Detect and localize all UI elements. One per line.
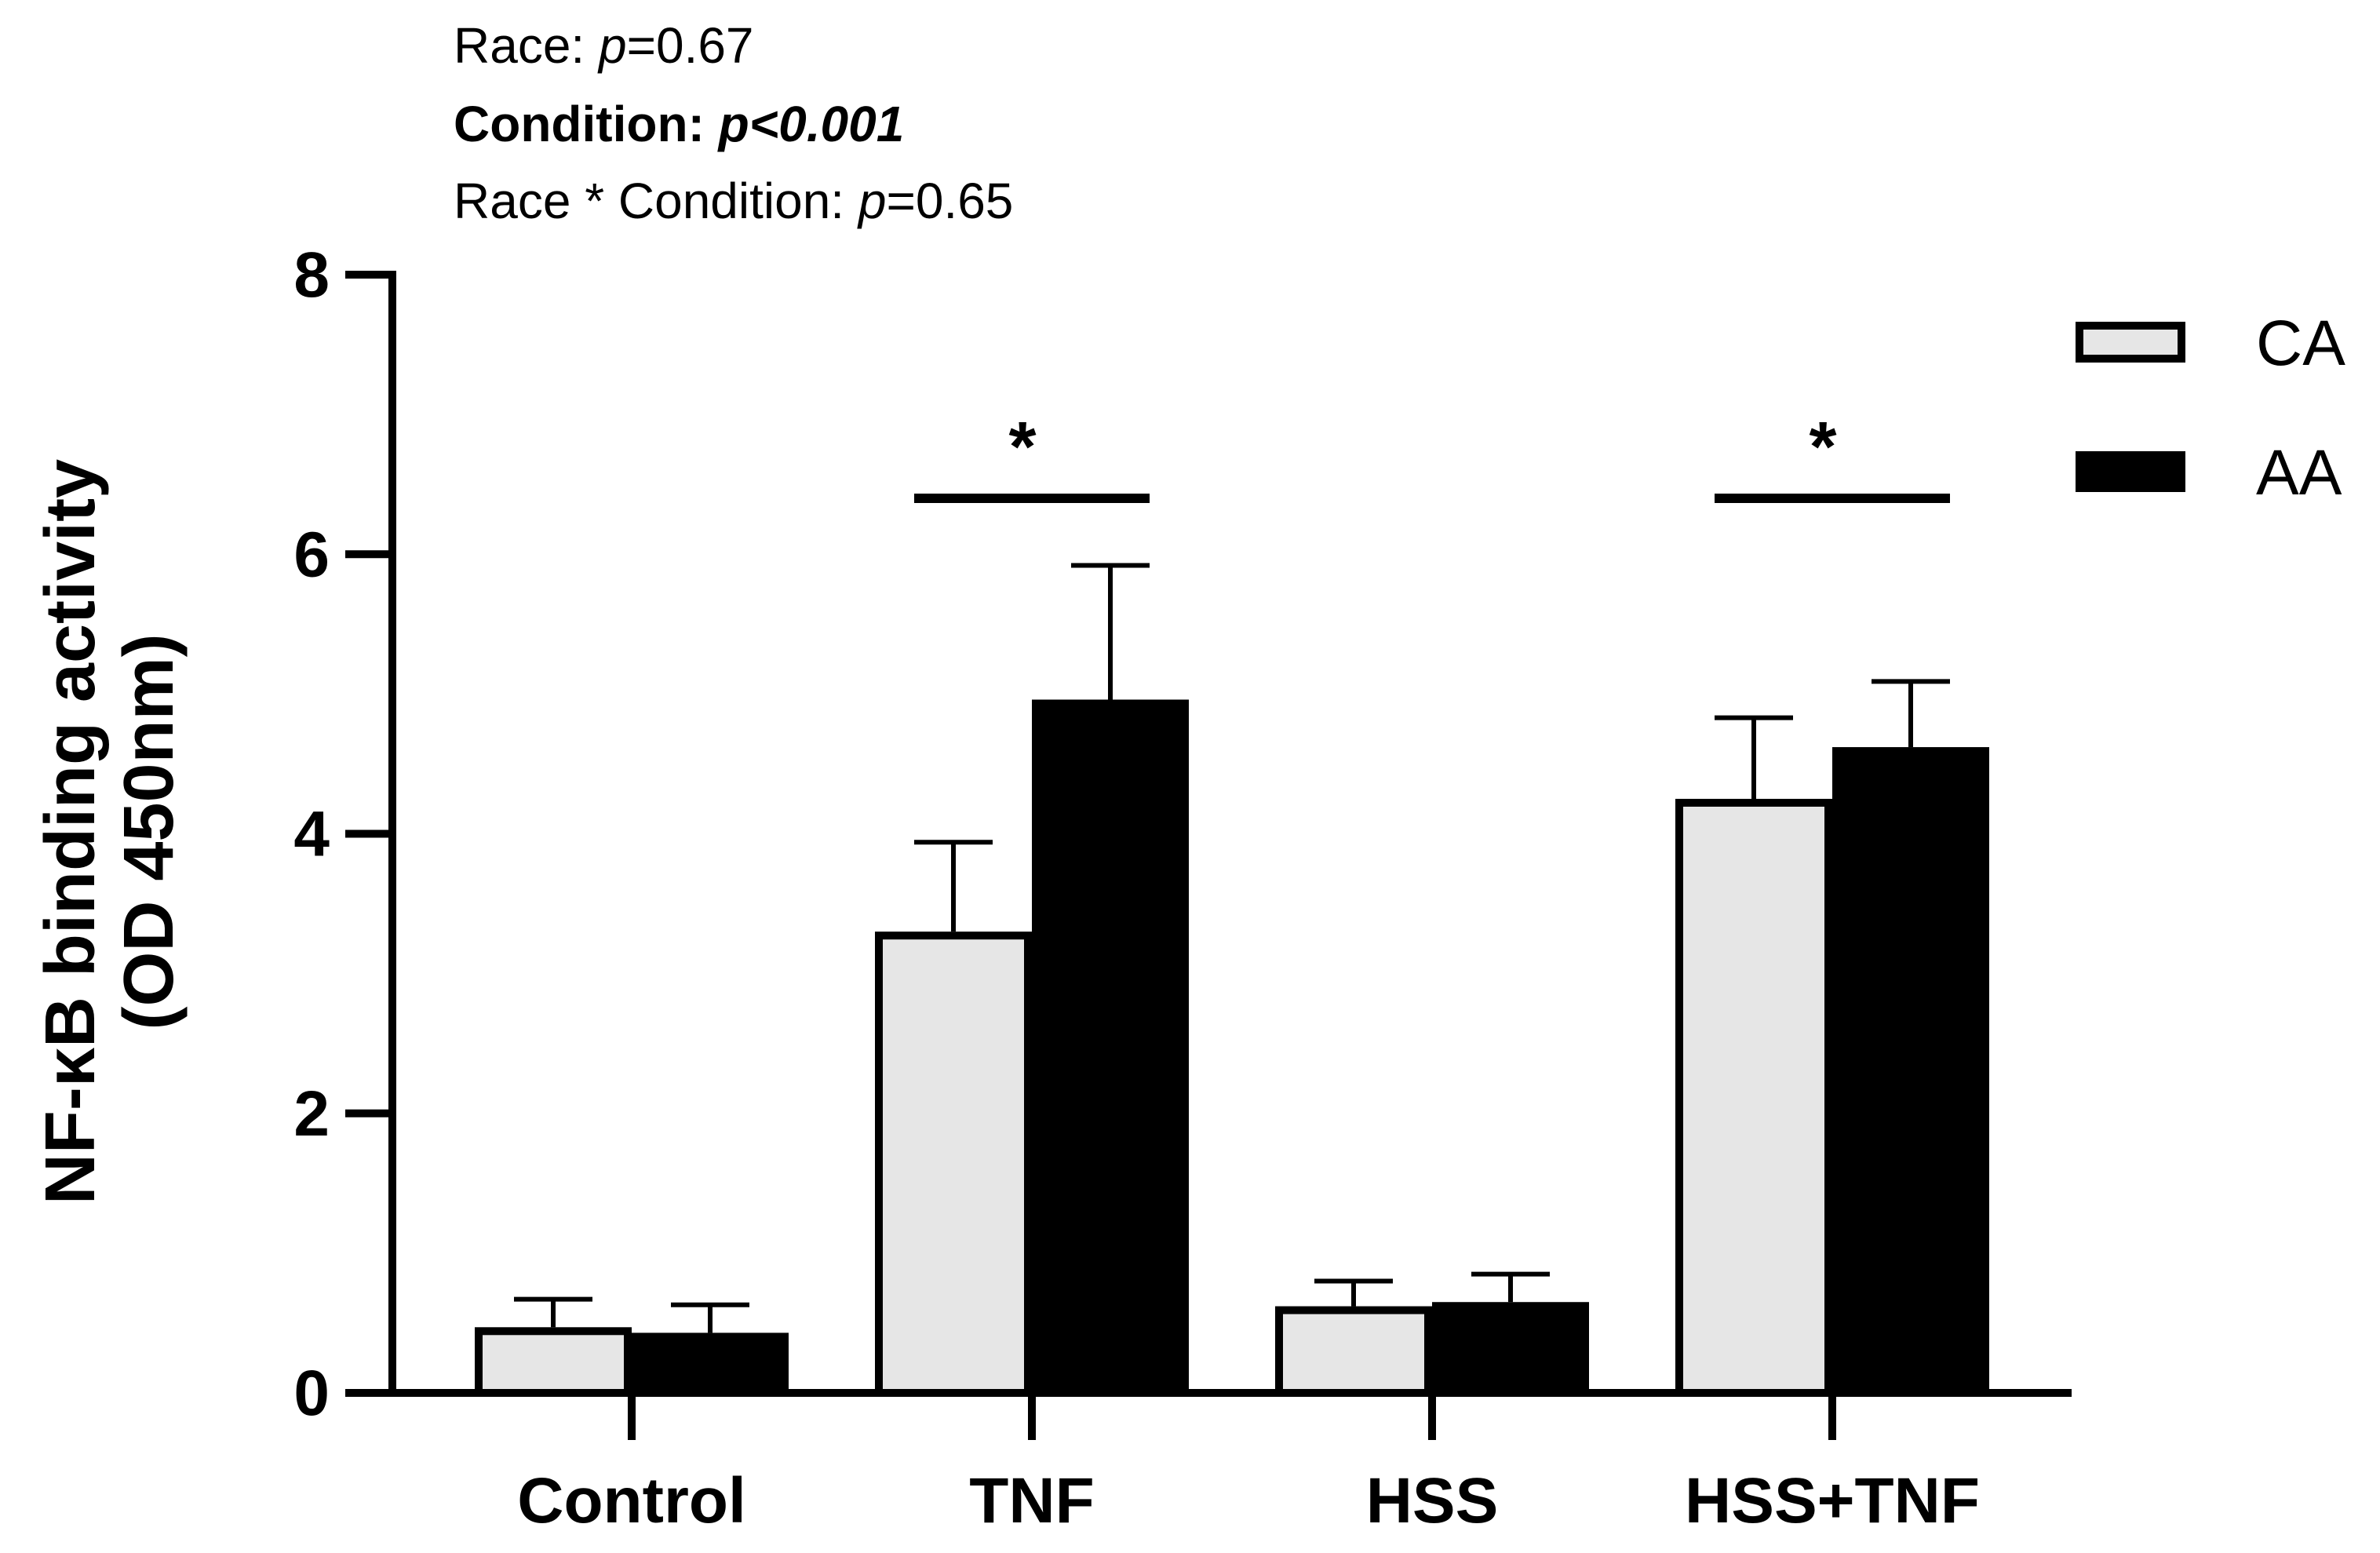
- bar-ca-0: [475, 1327, 632, 1397]
- plot-area: Control TNF HSS HSS+TNF 0 2 4 6 8 * *: [293, 239, 2072, 1537]
- bar-aa-1: [1032, 699, 1189, 1397]
- legend-label-aa: AA: [2256, 437, 2342, 509]
- bar-ca-1: [875, 931, 1032, 1397]
- x-tick-label-0: Control: [517, 1465, 745, 1537]
- legend-swatch-ca: [2076, 322, 2185, 363]
- significance-star-0: *: [1008, 408, 1036, 487]
- bar-ca-3: [1675, 798, 1832, 1397]
- bar-aa-0: [632, 1332, 789, 1397]
- y-tick-label-1: 2: [293, 1078, 330, 1150]
- legend-swatch-aa: [2076, 451, 2185, 492]
- legend-label-ca: CA: [2256, 308, 2345, 379]
- y-axis-title-line2: (OD 450nm): [110, 633, 188, 1030]
- stats-race: Race: p=0.67: [454, 17, 754, 74]
- x-tick-label-3: HSS+TNF: [1685, 1465, 1980, 1537]
- bar-ca-2: [1275, 1306, 1432, 1397]
- stats-interaction: Race * Condition: p=0.65: [454, 173, 1013, 229]
- stats-condition: Condition: p<0.001: [454, 96, 904, 152]
- y-tick-label-0: 0: [293, 1358, 330, 1429]
- stats-block: Race: p=0.67 Condition: p<0.001 Race * C…: [454, 17, 1013, 229]
- x-tick-label-2: HSS: [1366, 1465, 1499, 1537]
- bar-aa-2: [1432, 1302, 1589, 1397]
- bar-aa-3: [1832, 747, 1989, 1397]
- significance-star-1: *: [1809, 408, 1836, 487]
- y-tick-label-4: 8: [293, 239, 330, 311]
- y-tick-label-2: 4: [293, 799, 330, 870]
- y-axis-title: NF-κB binding activity (OD 450nm): [31, 459, 188, 1205]
- x-tick-label-1: TNF: [969, 1465, 1094, 1537]
- legend: CA AA: [2076, 308, 2345, 509]
- y-axis-title-line1: NF-κB binding activity: [31, 459, 110, 1205]
- y-tick-label-3: 6: [293, 519, 330, 590]
